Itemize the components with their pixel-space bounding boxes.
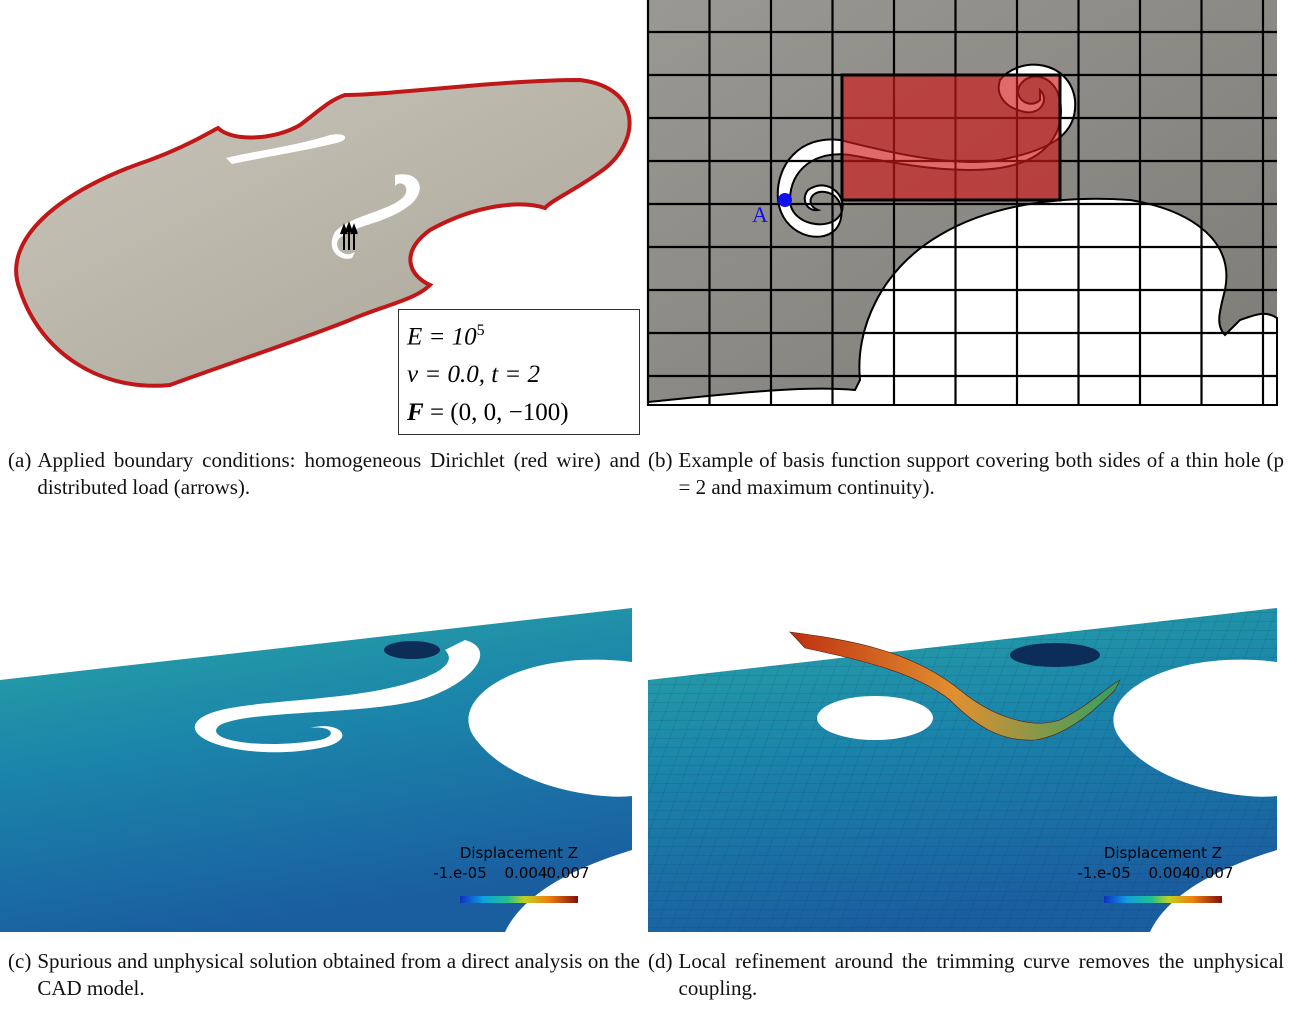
box-line: ν = 0.0, t = 2 (407, 356, 631, 394)
box-text: = (0, 0, −100) (424, 399, 569, 426)
load-arrows (341, 224, 357, 250)
parameter-box: E = 105 ν = 0.0, t = 2 F = (0, 0, −100) (398, 309, 640, 435)
caption: (d)Local refinement around the trimming … (648, 948, 1284, 1002)
support (842, 75, 1060, 200)
box-text: E = 10 (407, 323, 477, 350)
surface (0, 608, 632, 932)
caption-label: (c) (8, 948, 31, 1002)
mesh (648, 608, 1277, 932)
colorbar-tick: 0.004 (505, 864, 548, 882)
colorbar-tick: 0.004 (1149, 864, 1192, 882)
caption-label: (b) (648, 447, 673, 501)
colorbar-tick: 0.007 (1191, 864, 1234, 882)
caption-text: Example of basis function support coveri… (679, 447, 1285, 501)
caption-text: Local refinement around the trimming cur… (679, 948, 1285, 1002)
figure: A Displacement Z -1.e-05 0.004 0.007 Dis… (0, 0, 1300, 1011)
colorbar-bar (460, 896, 578, 903)
colorbar-title: Displacement Z (1104, 844, 1222, 862)
box-line: E = 105 (407, 312, 631, 356)
point-a (778, 193, 792, 207)
caption-label: (a) (8, 447, 31, 501)
hole (817, 696, 933, 740)
caption-text: Applied boundary conditions: homogeneous… (37, 447, 640, 501)
caption-text: Spurious and unphysical solution obtaine… (37, 948, 640, 1002)
hole (384, 641, 440, 659)
box-sup: 5 (477, 322, 485, 339)
hole (1010, 643, 1100, 667)
colorbar-title: Displacement Z (460, 844, 578, 862)
caption-label: (d) (648, 948, 673, 1002)
point-label: A (752, 202, 768, 227)
caption: (c) Spurious and unphysical solution obta… (8, 948, 640, 1002)
page: A Displacement Z -1.e-05 0.004 0.007 Dis… (0, 0, 1300, 1011)
caption: (a) Applied boundary conditions: homogene… (8, 447, 640, 501)
panel-d: Displacement Z -1.e-05 0.004 0.007 (648, 608, 1277, 932)
box-line: F = (0, 0, −100) (407, 394, 631, 432)
caption: (b)Example of basis function support cov… (648, 447, 1284, 501)
colorbar-tick: -1.e-05 (433, 864, 486, 882)
panel-b: A (648, 0, 1277, 405)
panel-c: Displacement Z -1.e-05 0.004 0.007 (0, 608, 632, 932)
colorbar-tick: 0.007 (547, 864, 590, 882)
colorbar-bar (1104, 896, 1222, 903)
colorbar-tick: -1.e-05 (1077, 864, 1130, 882)
box-bold: F (407, 399, 424, 426)
